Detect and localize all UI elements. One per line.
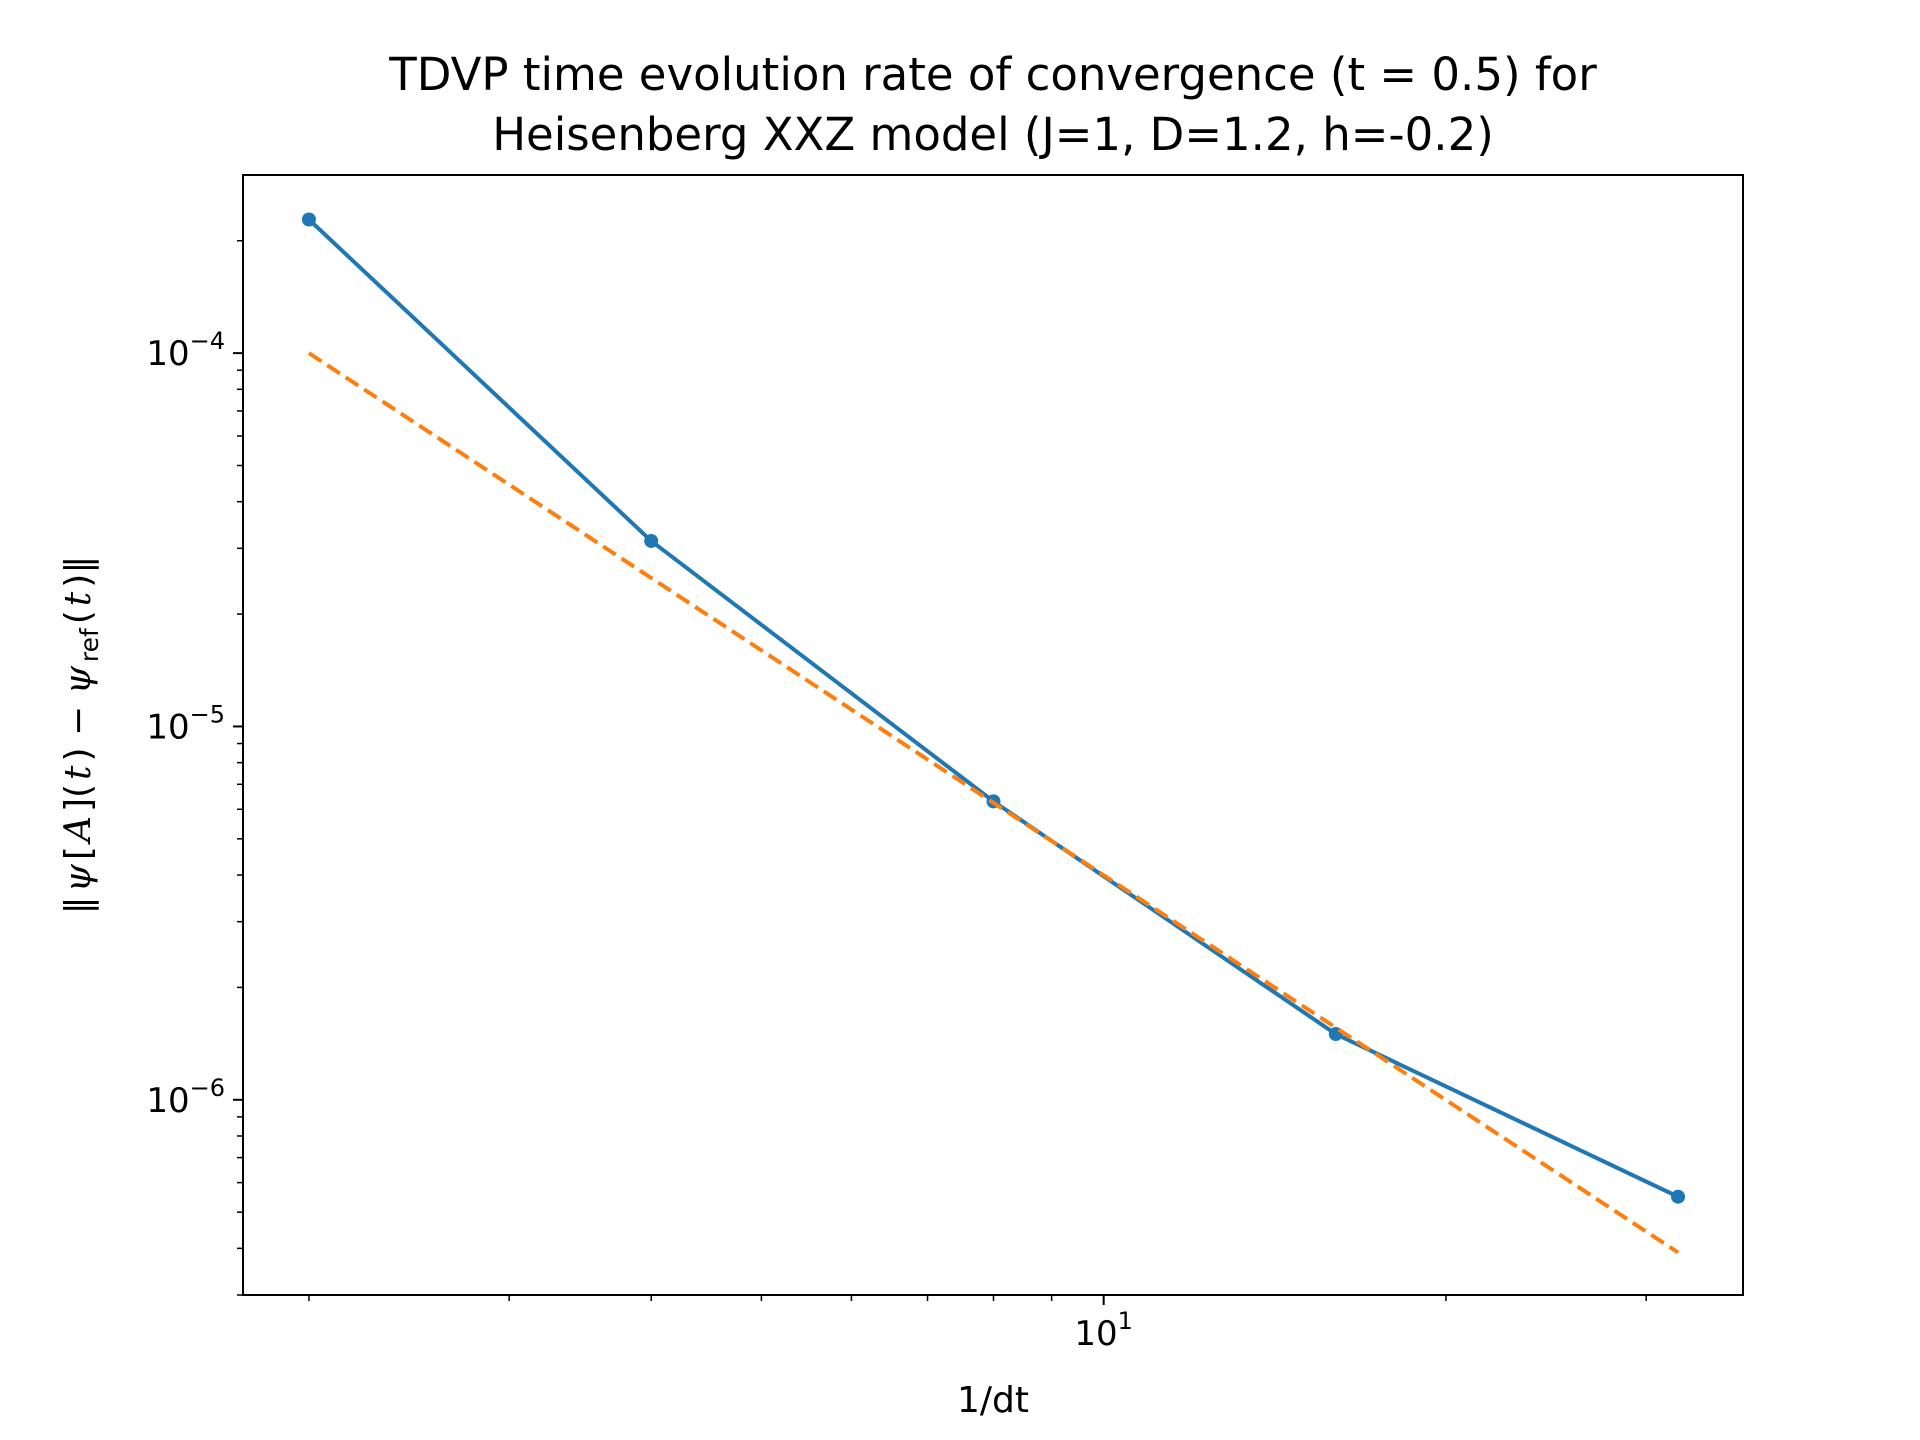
y-tick-label-base: 10 xyxy=(146,334,189,374)
x-tick-label-exponent: 1 xyxy=(1118,1307,1133,1335)
y-tick-label-exponent: −5 xyxy=(190,700,225,728)
y-tick-label: 10−6 xyxy=(146,1074,225,1121)
y-label-subscript-ref: ref xyxy=(75,627,104,662)
chart-title-line-2: Heisenberg XXZ model (J=1, D=1.2, h=-0.2… xyxy=(492,108,1494,161)
y-tick-label-base: 10 xyxy=(146,707,189,747)
y-tick-label: 10−4 xyxy=(146,327,225,374)
chart-title-line-1: TDVP time evolution rate of convergence … xyxy=(388,48,1597,101)
y-label-t2: t xyxy=(58,591,99,606)
y-axis-label: ‖ ψ [ A ]( t ) − ψ ref ( t )‖ xyxy=(58,556,104,915)
series-layer xyxy=(301,212,1686,1255)
series-0-point xyxy=(1671,1189,1686,1204)
series-0-point xyxy=(301,212,316,227)
y-label-t1: t xyxy=(58,765,99,780)
y-tick-label-exponent: −6 xyxy=(190,1074,225,1102)
series-0-point xyxy=(644,533,659,548)
y-label-minus: ) − xyxy=(58,694,99,761)
y-label-bracket-close: ]( xyxy=(58,784,99,812)
y-label-paren-open: ( xyxy=(58,610,99,624)
plot-frame xyxy=(242,174,1744,1296)
y-label-a: A xyxy=(58,816,99,845)
series-0-line xyxy=(307,218,1679,1199)
y-label-norm-open: ‖ xyxy=(58,896,99,914)
y-tick-label: 10−5 xyxy=(146,700,225,747)
x-tick-label: 101 xyxy=(1074,1307,1133,1354)
y-tick-label-base: 10 xyxy=(146,1081,189,1121)
svg-text:‖ ψ [: ‖ ψ [ A ]( t ) − ψ ref ( t )‖ xyxy=(58,556,104,915)
series-1-line xyxy=(307,351,1680,1255)
x-axis-label: 1/dt xyxy=(957,1380,1029,1421)
y-label-norm-close: )‖ xyxy=(58,556,99,588)
y-label-psi: ψ xyxy=(58,863,99,892)
x-tick-label-base: 10 xyxy=(1074,1314,1117,1354)
y-label-psi-ref: ψ xyxy=(58,665,99,694)
y-tick-label-exponent: −4 xyxy=(190,327,225,355)
y-label-bracket-open: [ xyxy=(58,846,99,860)
